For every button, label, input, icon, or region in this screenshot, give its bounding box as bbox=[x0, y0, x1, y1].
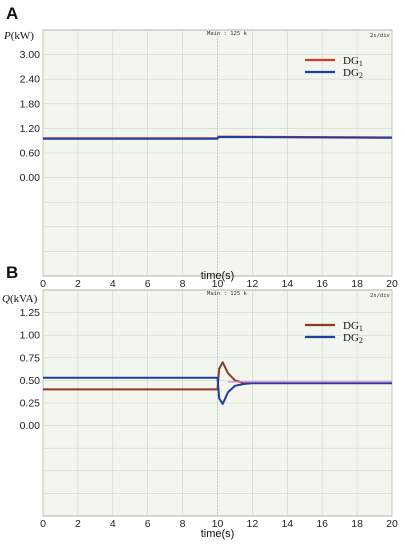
x-tick-label: 20 bbox=[386, 518, 398, 530]
y-tick-label: 0.00 bbox=[20, 172, 41, 184]
x-tick-label: 10 bbox=[212, 278, 224, 290]
x-tick-label: 6 bbox=[145, 278, 151, 290]
chart-panel-a: A P(kW) Main : 125 k 2s/div 3.00 2.40 1.80 1.20… bbox=[3, 4, 398, 290]
y-tick-label: 2.40 bbox=[20, 74, 41, 86]
y-tick-label: 1.80 bbox=[20, 98, 41, 110]
x-tick-label: 12 bbox=[247, 278, 259, 290]
series-line-dg2 bbox=[43, 376, 392, 405]
x-tick-label: 8 bbox=[180, 278, 186, 290]
panel-letter: B bbox=[6, 263, 18, 282]
x-tick-label: 12 bbox=[247, 518, 259, 530]
y-tick-label: 0.50 bbox=[20, 375, 41, 387]
scope-div-label: 2s/div bbox=[370, 33, 391, 39]
x-axis-label: time(s) bbox=[201, 528, 235, 540]
scope-timebase-label: Main : 125 k bbox=[207, 291, 247, 297]
chart-panel-b: B Q(kVA) Main : 125 k 2s/div 1.25 1.00 0.75 0.5… bbox=[2, 263, 398, 540]
x-tick-label: 4 bbox=[110, 518, 116, 530]
x-tick-label: 14 bbox=[281, 278, 293, 290]
scope-timebase-label: Main : 125 k bbox=[207, 31, 247, 37]
series-line-dg2 bbox=[43, 136, 393, 140]
x-tick-label: 0 bbox=[40, 278, 46, 290]
x-tick-label: 14 bbox=[281, 518, 293, 530]
x-tick-label: 10 bbox=[212, 518, 224, 530]
x-tick-label: 18 bbox=[351, 278, 363, 290]
y-tick-label: 0.75 bbox=[20, 352, 41, 364]
x-tick-label: 0 bbox=[40, 518, 46, 530]
y-tick-label: 0.60 bbox=[20, 148, 41, 160]
x-tick-label: 4 bbox=[110, 278, 116, 290]
y-tick-label: 1.25 bbox=[20, 307, 41, 319]
y-tick-label: 0.25 bbox=[20, 398, 41, 410]
x-tick-label: 6 bbox=[145, 518, 151, 530]
x-tick-label: 2 bbox=[75, 518, 81, 530]
legend-label: DG1 bbox=[343, 320, 363, 333]
x-tick-label: 2 bbox=[75, 278, 81, 290]
legend-label: DG1 bbox=[343, 55, 363, 68]
legend-label: DG2 bbox=[343, 332, 363, 345]
x-tick-label: 16 bbox=[316, 278, 328, 290]
y-tick-label: 1.20 bbox=[20, 123, 41, 135]
y-axis-label: Q(kVA) bbox=[2, 293, 38, 305]
x-axis-label: time(s) bbox=[201, 270, 235, 282]
y-tick-label: 1.00 bbox=[20, 330, 41, 342]
scope-div-label: 2s/div bbox=[370, 293, 391, 299]
legend-label: DG2 bbox=[343, 67, 363, 80]
x-tick-label: 8 bbox=[180, 518, 186, 530]
x-tick-label: 20 bbox=[386, 278, 398, 290]
x-tick-label: 16 bbox=[316, 518, 328, 530]
panel-letter: A bbox=[6, 4, 18, 23]
y-tick-label: 3.00 bbox=[20, 49, 41, 61]
x-tick-label: 18 bbox=[351, 518, 363, 530]
y-tick-label: 0.00 bbox=[20, 420, 41, 432]
y-axis-label: P(kW) bbox=[3, 30, 34, 42]
